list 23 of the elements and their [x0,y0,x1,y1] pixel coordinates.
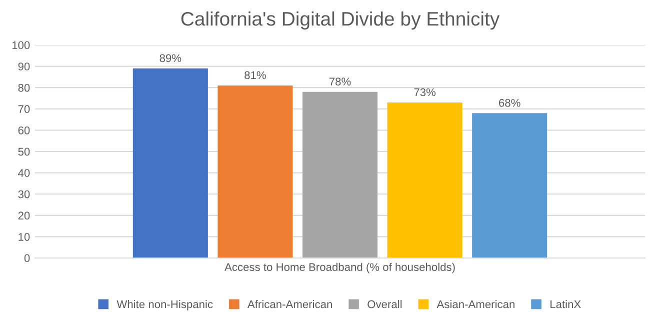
y-tick-label: 80 [18,84,30,92]
legend-label: Asian-American [436,300,514,308]
legend-label: Overall [368,300,402,308]
y-tick-label: 0 [24,254,30,262]
legend-label: LatinX [550,300,581,308]
y-tick-label: 50 [18,148,30,156]
y-tick-label: 40 [18,169,30,177]
y-tick-label: 60 [18,126,30,134]
legend-label: African-American [247,300,332,308]
y-tick-label: 100 [12,41,30,50]
chart-title: California's Digital Divide by Ethnicity [181,11,500,30]
y-tick-label: 30 [18,190,30,198]
y-tick-label: 20 [18,212,30,220]
x-tick-label: Access to Home Broadband (% of households) [224,262,455,274]
y-tick-label: 10 [18,232,30,241]
data-label: 81% [244,71,266,80]
y-tick-label: 70 [18,105,30,114]
y-tick-label: 90 [18,62,30,70]
data-label: 68% [499,98,520,107]
data-label: 78% [329,78,351,86]
legend-label: White non-Hispanic [116,300,213,310]
data-label: 73% [414,88,436,96]
data-label: 89% [160,54,182,62]
